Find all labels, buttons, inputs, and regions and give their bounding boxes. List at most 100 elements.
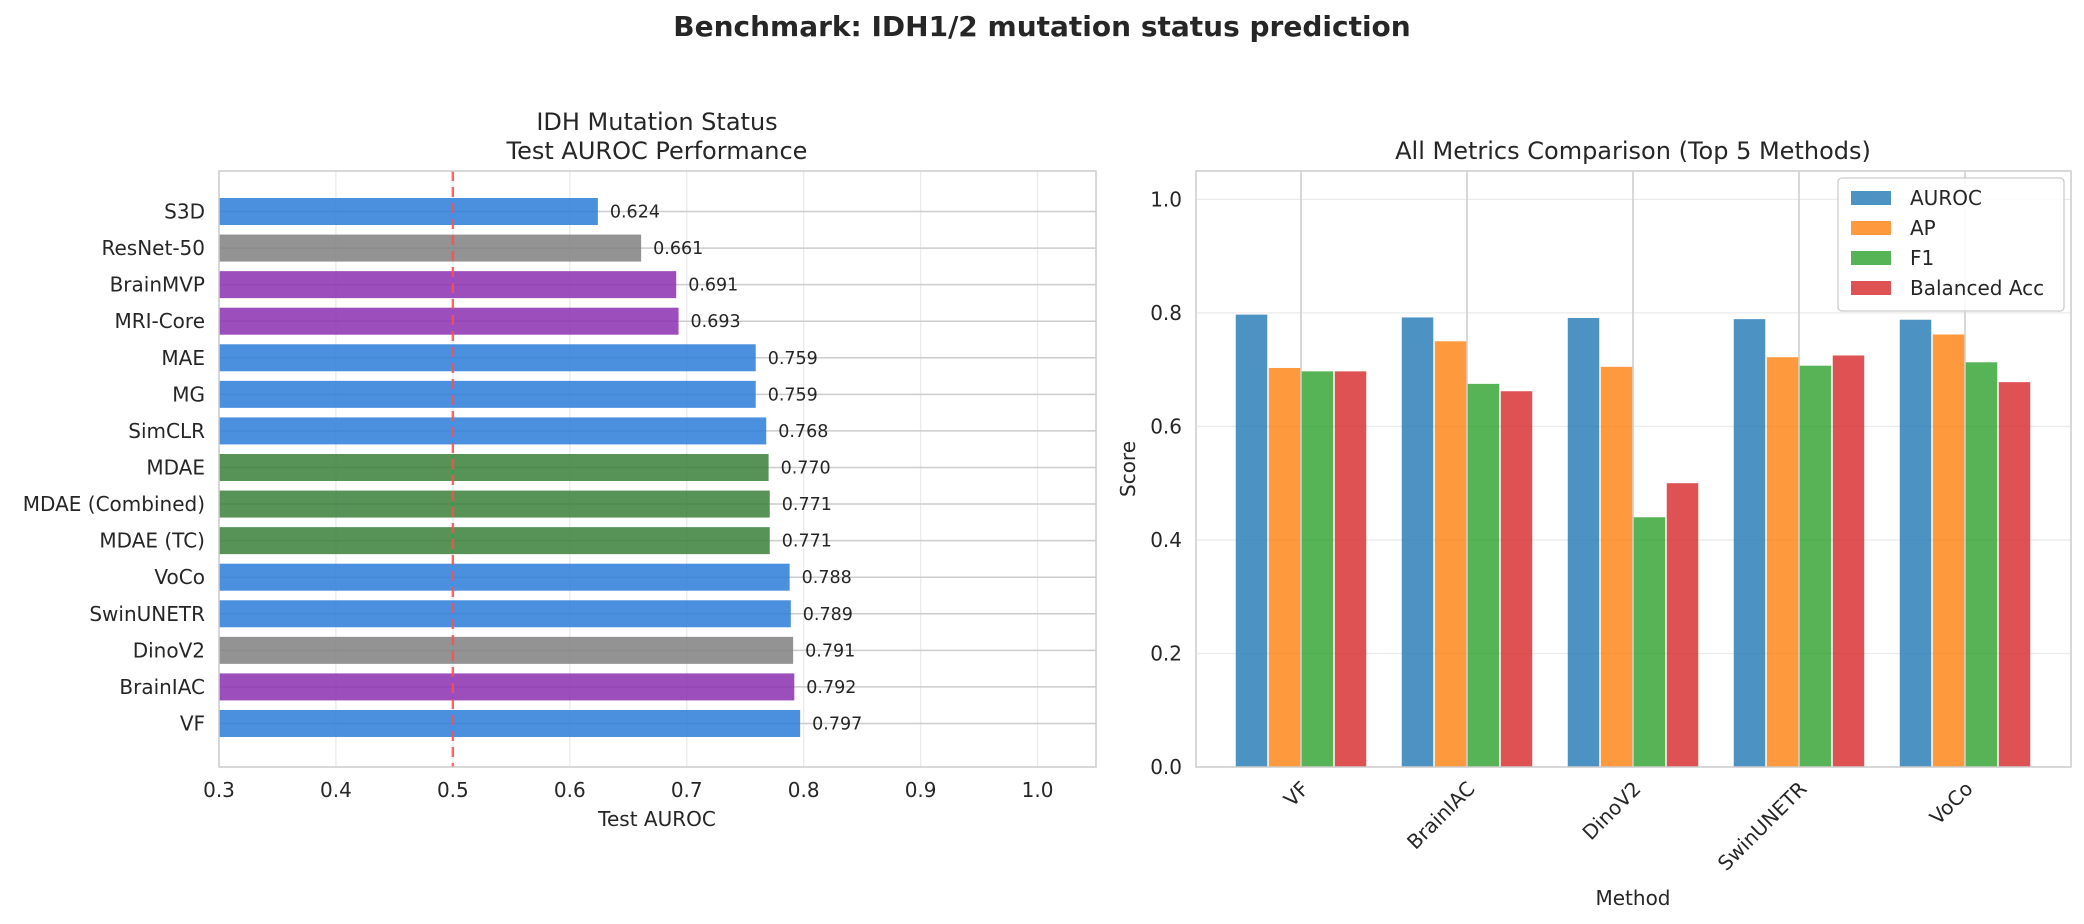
- right-x-tick-label: BrainIAC: [1402, 777, 1480, 855]
- left-panel: IDH Mutation Status Test AUROC Performan…: [23, 108, 1097, 831]
- right-y-tick-label: 0.0: [1150, 755, 1182, 779]
- right-bar: [1500, 391, 1533, 767]
- left-value-label: 0.791: [805, 641, 855, 661]
- left-category-label: BrainIAC: [119, 675, 205, 699]
- left-x-tick-label: 0.7: [671, 778, 703, 802]
- left-value-labels: 0.624 0.661 0.691 0.693 0.759 0.759 0.768 0.770…: [610, 203, 862, 735]
- left-bar: [219, 380, 756, 408]
- left-bars: [219, 198, 801, 737]
- right-y-tick-label: 0.6: [1150, 414, 1182, 438]
- left-category-label: MDAE: [146, 455, 205, 479]
- left-y-ticks: S3D ResNet-50 BrainMVP MRI-Core MAE MG SimCLR M…: [23, 200, 205, 736]
- left-bar: [219, 490, 770, 518]
- left-x-tick-label: 0.9: [905, 778, 937, 802]
- right-bar: [1334, 371, 1367, 767]
- right-x-axis-label: Method: [1595, 886, 1670, 910]
- left-bar: [219, 600, 791, 628]
- left-value-label: 0.788: [802, 568, 852, 588]
- right-plot-frame: [1195, 170, 2072, 768]
- right-bars: [1235, 314, 2031, 767]
- left-value-label: 0.797: [812, 714, 862, 734]
- left-x-tick-label: 0.4: [320, 778, 352, 802]
- right-y-tick-label: 0.8: [1150, 301, 1182, 325]
- left-chart-title-line-1: IDH Mutation Status: [536, 108, 777, 136]
- right-bar: [1666, 483, 1699, 767]
- left-bar: [219, 417, 767, 445]
- left-value-label: 0.768: [778, 422, 828, 442]
- left-category-label: VF: [180, 711, 205, 735]
- left-category-label: SimCLR: [128, 419, 205, 443]
- right-x-tick-label: SwinUNETR: [1713, 776, 1812, 875]
- right-bar: [1899, 319, 1932, 767]
- legend-box: [1837, 177, 2065, 312]
- right-bar: [1633, 517, 1666, 767]
- right-bar: [1401, 317, 1434, 767]
- left-value-label: 0.759: [768, 349, 818, 369]
- right-y-tick-label: 0.2: [1150, 641, 1182, 665]
- right-x-tick-label: VF: [1279, 777, 1314, 812]
- figure-suptitle: Benchmark: IDH1/2 mutation status predic…: [673, 10, 1410, 43]
- right-y-tick-label: 1.0: [1150, 187, 1182, 211]
- right-bar: [1600, 366, 1633, 767]
- legend-swatch: [1851, 191, 1891, 205]
- left-bar: [219, 527, 770, 555]
- legend-label: Balanced Acc: [1910, 276, 2044, 300]
- right-y-ticks: 0.0 0.2 0.4 0.6 0.8 1.0: [1150, 187, 1182, 779]
- right-bar: [1567, 318, 1600, 767]
- left-x-axis-label: Test AUROC: [597, 807, 716, 831]
- left-value-label: 0.771: [782, 532, 832, 552]
- right-x-tick-label: VoCo: [1925, 777, 1978, 830]
- right-bar: [1301, 371, 1334, 767]
- left-bar: [219, 636, 794, 664]
- right-legend: AUROC AP F1 Balanced Acc: [1837, 177, 2065, 312]
- right-y-axis-label: Score: [1116, 441, 1140, 497]
- legend-label: AP: [1910, 216, 1936, 240]
- legend-label: AUROC: [1910, 186, 1982, 210]
- right-bar: [1998, 382, 2031, 767]
- left-category-label: MDAE (Combined): [23, 492, 205, 516]
- right-panel: All Metrics Comparison (Top 5 Methods) 0…: [1116, 137, 2072, 910]
- left-value-label: 0.770: [781, 458, 831, 478]
- left-bar: [219, 307, 679, 335]
- right-bar: [1467, 383, 1500, 767]
- left-value-label: 0.624: [610, 203, 660, 223]
- left-category-label: MDAE (TC): [99, 529, 205, 553]
- left-category-label: S3D: [164, 200, 205, 224]
- right-bar: [1733, 319, 1766, 767]
- left-x-tick-label: 0.8: [788, 778, 820, 802]
- right-bar: [1766, 357, 1799, 767]
- left-bar: [219, 234, 642, 262]
- right-bar: [1832, 355, 1865, 767]
- right-category-lines: [1300, 171, 1966, 767]
- left-x-tick-label: 1.0: [1022, 778, 1054, 802]
- left-x-tick-label: 0.5: [437, 778, 469, 802]
- right-chart-title: All Metrics Comparison (Top 5 Methods): [1395, 137, 1871, 165]
- left-value-label: 0.693: [691, 312, 741, 332]
- left-bar: [219, 709, 801, 737]
- right-bar: [1235, 314, 1268, 767]
- left-x-tick-label: 0.3: [203, 778, 235, 802]
- right-bar: [1965, 362, 1998, 767]
- left-bar: [219, 271, 677, 299]
- left-bar: [219, 563, 790, 591]
- left-value-label: 0.771: [782, 495, 832, 515]
- left-bar: [219, 198, 598, 225]
- left-category-label: MAE: [161, 346, 205, 370]
- left-category-label: VoCo: [154, 565, 205, 589]
- left-bar: [219, 344, 756, 372]
- left-x-tick-label: 0.6: [554, 778, 586, 802]
- right-y-tick-label: 0.4: [1150, 528, 1182, 552]
- left-bar: [219, 453, 769, 481]
- left-value-label: 0.661: [653, 239, 703, 259]
- right-x-tick-label: DinoV2: [1577, 777, 1645, 845]
- right-bar: [1799, 365, 1832, 767]
- left-x-ticks: 0.3 0.4 0.5 0.6 0.7 0.8 0.9 1.0: [203, 778, 1053, 802]
- left-plot-frame: [218, 170, 1097, 768]
- legend-label: F1: [1910, 246, 1934, 270]
- left-value-label: 0.792: [806, 678, 856, 698]
- left-value-label: 0.789: [803, 605, 853, 625]
- right-bar: [1932, 334, 1965, 767]
- legend-swatch: [1851, 281, 1891, 295]
- left-category-label: BrainMVP: [110, 273, 205, 297]
